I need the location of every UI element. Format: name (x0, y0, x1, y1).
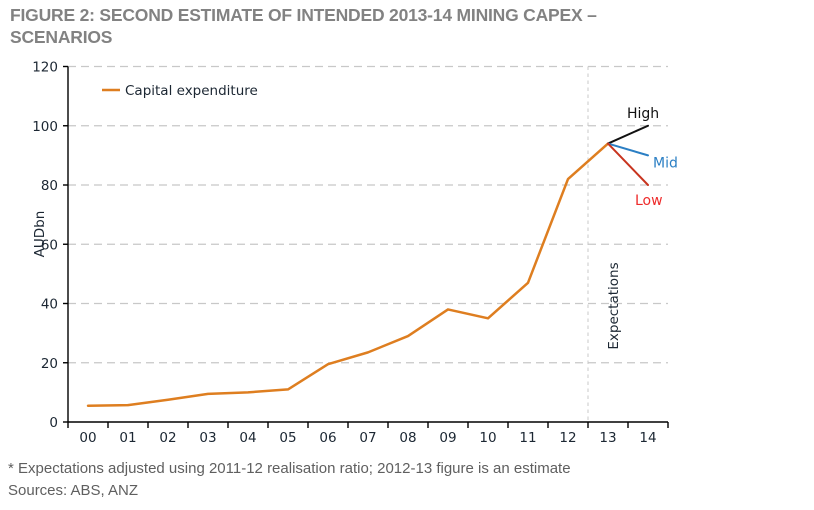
y-tick-label: 20 (41, 356, 58, 372)
scenario-label-high: High (627, 106, 659, 122)
x-tick-label: 08 (399, 430, 416, 446)
scenario-label-low: Low (635, 193, 663, 209)
series-high (607, 124, 649, 145)
footnote: * Expectations adjusted using 2011-12 re… (8, 460, 571, 477)
legend-label: Capital expenditure (125, 83, 258, 99)
figure-title-line2: SCENARIOS (10, 27, 113, 47)
scenario-label-mid: Mid (653, 155, 678, 171)
x-tick-label: 03 (199, 430, 216, 446)
figure-title-line1: FIGURE 2: SECOND ESTIMATE OF INTENDED 20… (10, 5, 597, 25)
x-tick-label: 00 (79, 430, 96, 446)
y-tick-label: 0 (49, 415, 58, 431)
x-tick-label: 10 (479, 430, 496, 446)
x-tick-label: 02 (159, 430, 176, 446)
series-mid (607, 142, 649, 157)
x-tick-label: 01 (119, 430, 136, 446)
y-tick-label: 80 (41, 178, 58, 194)
figure-title: FIGURE 2: SECOND ESTIMATE OF INTENDED 20… (10, 4, 770, 48)
x-tick-label: 09 (439, 430, 456, 446)
y-tick-label: 120 (32, 60, 58, 76)
x-tick-label: 07 (359, 430, 376, 446)
x-tick-label: 04 (239, 430, 256, 446)
series-low (607, 142, 649, 186)
x-tick-label: 13 (599, 430, 616, 446)
x-tick-label: 12 (559, 430, 576, 446)
series-capital-expenditure (86, 142, 610, 407)
y-tick-label: 100 (32, 119, 58, 135)
y-tick-label: 60 (41, 237, 58, 253)
x-tick-label: 11 (519, 430, 536, 446)
y-axis-title: AUDbn (32, 211, 48, 258)
x-tick-label: 06 (319, 430, 336, 446)
sources-line: Sources: ABS, ANZ (8, 482, 139, 499)
annotation-expectations: Expectations (606, 262, 622, 349)
x-tick-label: 05 (279, 430, 296, 446)
x-tick-label: 14 (639, 430, 656, 446)
y-tick-label: 40 (41, 297, 58, 313)
